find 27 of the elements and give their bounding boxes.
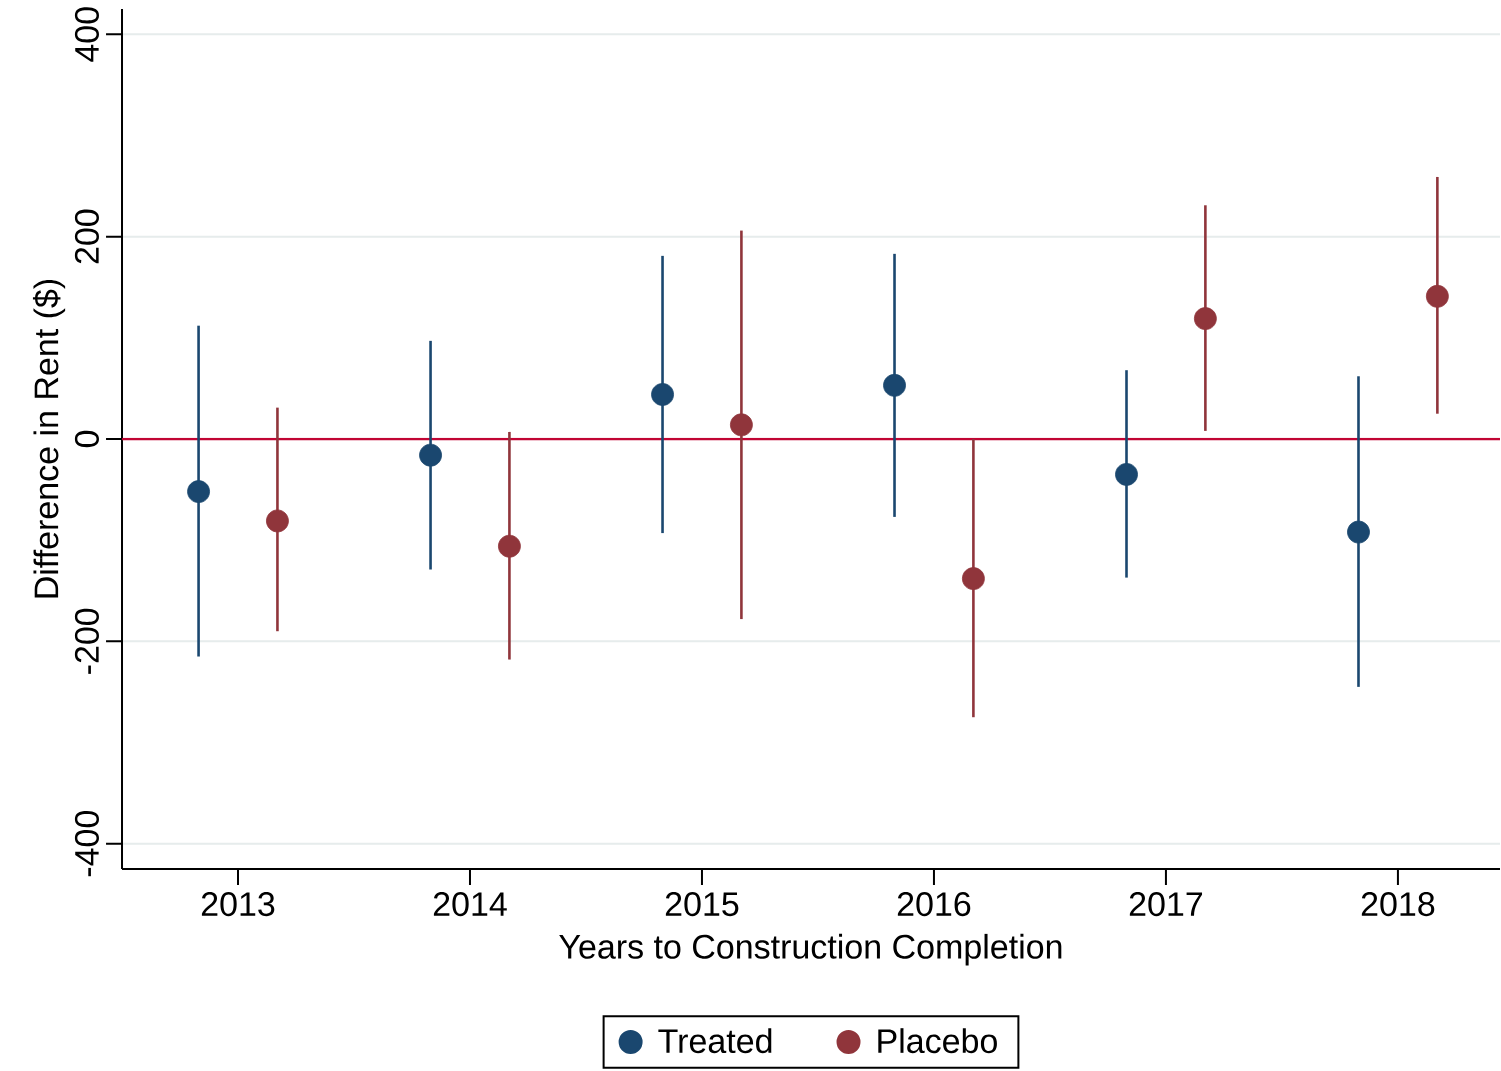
point <box>1193 307 1217 330</box>
point <box>1425 284 1449 308</box>
point <box>266 509 289 533</box>
y-tick-label: 200 <box>74 209 99 264</box>
point <box>730 413 753 437</box>
point <box>961 567 985 591</box>
point <box>651 383 674 406</box>
y-tick-label: 400 <box>74 7 99 62</box>
point <box>883 373 906 397</box>
point <box>1115 463 1138 486</box>
x-tick-label: 2015 <box>665 892 739 917</box>
x-tick-label: 2013 <box>201 892 275 917</box>
x-tick-label: 2018 <box>1361 892 1435 917</box>
legend-label: Treated <box>658 1028 772 1054</box>
x-tick-label: 2016 <box>897 892 971 917</box>
point <box>419 443 442 467</box>
y-axis-title: Difference in Rent ($) <box>32 279 66 598</box>
x-axis-title: Years to Construction Completion <box>559 933 1062 966</box>
x-tick-label: 2017 <box>1129 892 1203 917</box>
point <box>1347 520 1370 544</box>
y-tick-label: -400 <box>74 810 99 877</box>
point <box>187 480 210 503</box>
y-tick-label: -200 <box>74 608 99 674</box>
y-tick-label: 0 <box>74 430 99 448</box>
point <box>498 534 521 558</box>
legend-label: Placebo <box>878 1028 997 1054</box>
x-tick-label: 2014 <box>433 892 507 917</box>
